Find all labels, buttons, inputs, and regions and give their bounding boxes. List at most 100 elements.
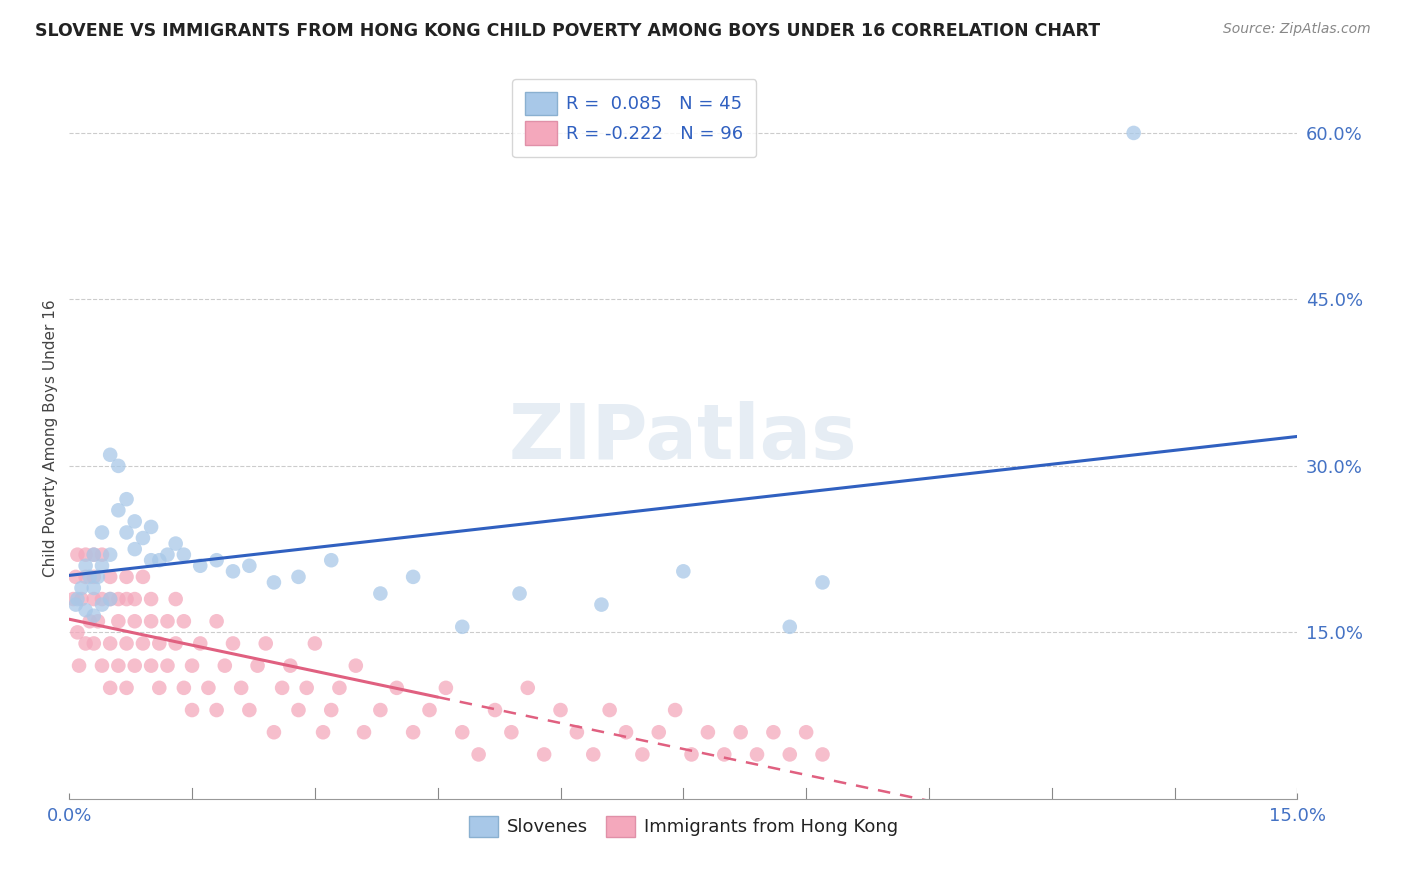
Point [533, 747, 555, 762]
Point [139, 553, 162, 567]
Point [115, 681, 138, 695]
Point [231, 681, 253, 695]
Point [214, 658, 236, 673]
Point [173, 548, 195, 562]
Point [681, 747, 703, 762]
Point [779, 747, 801, 762]
Point [132, 570, 155, 584]
Point [98, 570, 121, 584]
Point [148, 636, 170, 650]
Point [148, 553, 170, 567]
Point [65, 570, 87, 584]
Point [205, 553, 228, 567]
Point [62, 592, 84, 607]
Point [614, 725, 637, 739]
Point [165, 536, 187, 550]
Point [83, 570, 105, 584]
Point [107, 614, 129, 628]
Point [75, 548, 97, 562]
Point [730, 725, 752, 739]
Point [75, 558, 97, 573]
Point [321, 703, 343, 717]
Point [66, 625, 89, 640]
Point [165, 592, 187, 607]
Point [631, 747, 654, 762]
Point [83, 636, 105, 650]
Point [75, 603, 97, 617]
Point [107, 503, 129, 517]
Point [713, 747, 735, 762]
Point [181, 658, 204, 673]
Point [582, 747, 605, 762]
Point [70, 581, 93, 595]
Point [295, 681, 318, 695]
Point [696, 725, 718, 739]
Point [205, 703, 228, 717]
Point [254, 636, 277, 650]
Point [779, 620, 801, 634]
Point [98, 681, 121, 695]
Point [328, 681, 350, 695]
Point [648, 725, 671, 739]
Text: ZIPatlas: ZIPatlas [509, 401, 858, 475]
Point [87, 570, 110, 584]
Point [434, 681, 457, 695]
Point [664, 703, 686, 717]
Point [516, 681, 538, 695]
Point [312, 725, 335, 739]
Point [98, 592, 121, 607]
Point [173, 614, 195, 628]
Point [321, 553, 343, 567]
Point [370, 586, 392, 600]
Point [811, 575, 834, 590]
Point [91, 558, 114, 573]
Point [271, 681, 294, 695]
Point [75, 636, 97, 650]
Point [124, 515, 146, 529]
Legend: Slovenes, Immigrants from Hong Kong: Slovenes, Immigrants from Hong Kong [461, 809, 905, 844]
Point [91, 598, 114, 612]
Point [83, 581, 105, 595]
Point [67, 658, 90, 673]
Point [139, 592, 162, 607]
Point [762, 725, 785, 739]
Point [139, 520, 162, 534]
Point [91, 592, 114, 607]
Point [550, 703, 572, 717]
Point [87, 614, 110, 628]
Text: SLOVENE VS IMMIGRANTS FROM HONG KONG CHILD POVERTY AMONG BOYS UNDER 16 CORRELATI: SLOVENE VS IMMIGRANTS FROM HONG KONG CHI… [35, 22, 1101, 40]
Point [385, 681, 408, 695]
Point [83, 592, 105, 607]
Point [139, 658, 162, 673]
Point [115, 492, 138, 507]
Point [745, 747, 768, 762]
Point [156, 548, 179, 562]
Point [222, 636, 245, 650]
Point [205, 614, 228, 628]
Point [124, 614, 146, 628]
Point [124, 592, 146, 607]
Point [124, 542, 146, 557]
Point [599, 703, 621, 717]
Point [132, 636, 155, 650]
Point [197, 681, 219, 695]
Point [107, 658, 129, 673]
Point [402, 725, 425, 739]
Point [811, 747, 834, 762]
Point [91, 548, 114, 562]
Point [115, 636, 138, 650]
Point [107, 592, 129, 607]
Point [66, 548, 89, 562]
Point [238, 558, 260, 573]
Text: Source: ZipAtlas.com: Source: ZipAtlas.com [1223, 22, 1371, 37]
Point [156, 658, 179, 673]
Point [83, 548, 105, 562]
Point [79, 614, 101, 628]
Point [188, 636, 211, 650]
Y-axis label: Child Poverty Among Boys Under 16: Child Poverty Among Boys Under 16 [44, 300, 58, 577]
Point [132, 531, 155, 545]
Point [565, 725, 588, 739]
Point [238, 703, 260, 717]
Point [794, 725, 817, 739]
Point [83, 548, 105, 562]
